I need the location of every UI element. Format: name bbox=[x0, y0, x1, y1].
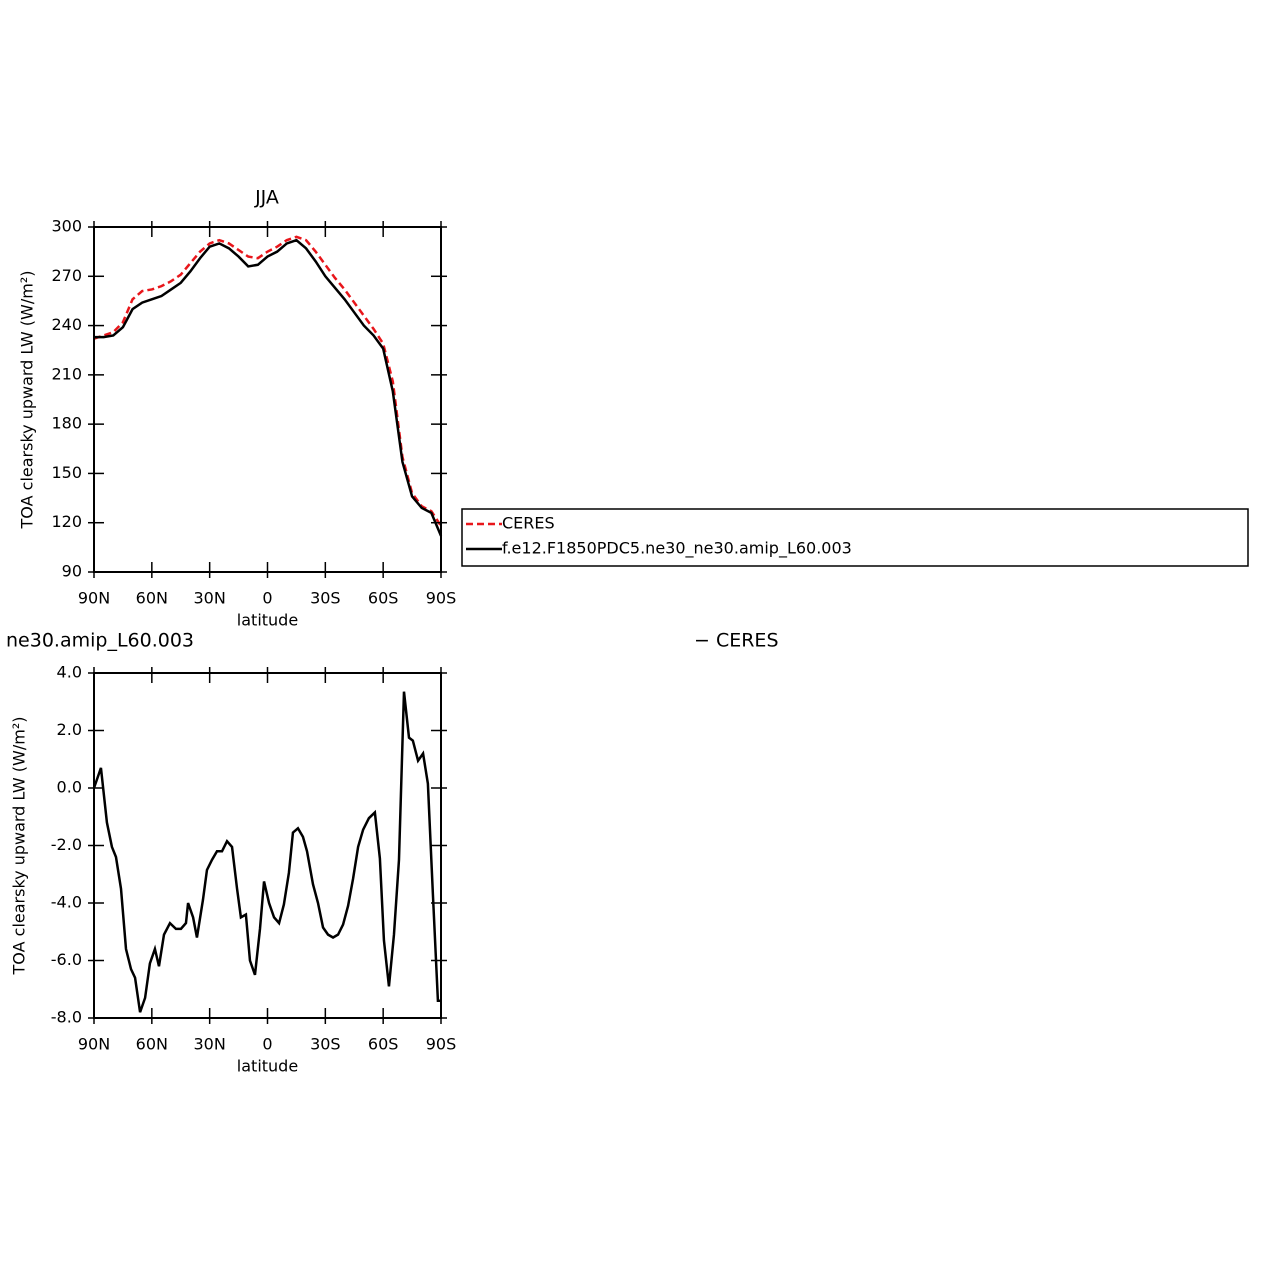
y-tick-label: 90 bbox=[62, 562, 82, 581]
data-line bbox=[94, 238, 443, 537]
x-tick-label: 30N bbox=[194, 589, 226, 608]
y-tick-label: -8.0 bbox=[51, 1008, 82, 1027]
y-tick-label: -2.0 bbox=[51, 835, 82, 854]
x-tick-label: 60S bbox=[368, 1035, 399, 1054]
x-tick-label: 90S bbox=[426, 589, 457, 608]
y-tick-label: 180 bbox=[51, 414, 82, 433]
chart-title-right: − CERES bbox=[694, 630, 779, 652]
chart-title: ne30.amip_L60.003 bbox=[6, 630, 194, 652]
data-line bbox=[93, 235, 443, 527]
x-tick-label: 30N bbox=[194, 1035, 226, 1054]
y-tick-label: -4.0 bbox=[51, 893, 82, 912]
y-tick-label: 2.0 bbox=[57, 720, 82, 739]
x-tick-label: 90N bbox=[78, 1035, 110, 1054]
y-axis-label: TOA clearsky upward LW (W/m²) bbox=[18, 271, 37, 530]
x-tick-label: 60S bbox=[368, 589, 399, 608]
x-tick-label: 30S bbox=[310, 1035, 341, 1054]
legend-label: CERES bbox=[502, 514, 555, 533]
y-tick-label: 150 bbox=[51, 463, 82, 482]
legend-label: f.e12.F1850PDC5.ne30_ne30.amip_L60.003 bbox=[502, 539, 852, 559]
y-axis-label: TOA clearsky upward LW (W/m²) bbox=[10, 717, 29, 976]
x-tick-label: 90N bbox=[78, 589, 110, 608]
x-tick-label: 0 bbox=[262, 1035, 272, 1054]
y-tick-label: 0.0 bbox=[57, 778, 82, 797]
chart-title: JJA bbox=[254, 187, 279, 209]
y-tick-label: 210 bbox=[51, 364, 82, 383]
legend: CERES f.e12.F1850PDC5.ne30_ne30.amip_L60.… bbox=[461, 508, 1249, 567]
y-tick-label: 300 bbox=[51, 217, 82, 236]
x-axis-label: latitude bbox=[237, 611, 298, 630]
x-tick-label: 60N bbox=[136, 1035, 168, 1054]
data-line bbox=[92, 691, 441, 1013]
x-tick-label: 30S bbox=[310, 589, 341, 608]
x-tick-label: 90S bbox=[426, 1035, 457, 1054]
plot-frame bbox=[93, 226, 442, 573]
y-tick-label: 120 bbox=[51, 512, 82, 531]
x-tick-label: 0 bbox=[262, 589, 272, 608]
y-tick-label: -6.0 bbox=[51, 950, 82, 969]
x-axis-label: latitude bbox=[237, 1057, 298, 1076]
x-tick-label: 60N bbox=[136, 589, 168, 608]
y-tick-label: 240 bbox=[51, 315, 82, 334]
y-tick-label: 4.0 bbox=[57, 663, 82, 682]
y-tick-label: 270 bbox=[51, 266, 82, 285]
plot-frame bbox=[93, 672, 442, 1019]
legend-box bbox=[461, 508, 1249, 567]
